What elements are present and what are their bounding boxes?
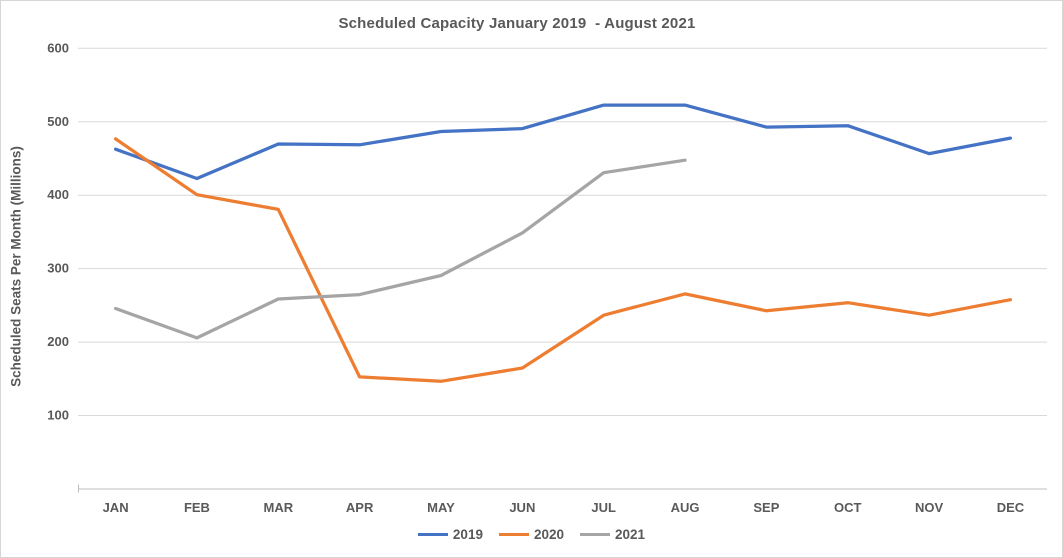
x-tick-label-may: MAY	[427, 500, 455, 515]
x-tick-label-jun: JUN	[509, 500, 535, 515]
y-tick-label-200: 200	[47, 334, 69, 349]
y-axis-title: Scheduled Seats Per Month (Millions)	[8, 146, 24, 387]
x-tick-label-aug: AUG	[671, 500, 700, 515]
x-tick-label-jan: JAN	[103, 500, 129, 515]
x-tick-label-sep: SEP	[753, 500, 779, 515]
legend-swatch-2019	[417, 533, 448, 536]
y-tick-label-400: 400	[47, 187, 69, 202]
x-tick-label-dec: DEC	[997, 500, 1025, 515]
x-tick-label-mar: MAR	[263, 500, 293, 515]
legend-swatch-2021	[580, 533, 611, 536]
chart-title: Scheduled Capacity January 2019 - August…	[338, 15, 696, 32]
legend: 2019 2020 2021	[1, 527, 1062, 542]
legend-swatch-2020	[498, 533, 529, 536]
legend-label-2019: 2019	[452, 527, 483, 542]
legend-item-2021: 2021	[580, 527, 645, 542]
series-line-2021	[113, 158, 687, 340]
legend-item-2020: 2020	[498, 527, 565, 542]
y-tick-label-100: 100	[47, 408, 69, 423]
x-tick-label-oct: OCT	[834, 500, 862, 515]
y-tick-label-600: 600	[47, 40, 69, 55]
x-tick-label-nov: NOV	[915, 500, 944, 515]
x-tick-label-jul: JUL	[591, 500, 616, 515]
legend-item-2019: 2019	[417, 527, 483, 542]
series-line-2019	[113, 103, 1013, 181]
series-line-2020	[113, 137, 1013, 383]
x-tick-label-apr: APR	[346, 500, 374, 515]
legend-label-2021: 2021	[615, 527, 646, 542]
y-tick-label-300: 300	[47, 261, 69, 276]
x-tick-label-feb: FEB	[184, 500, 210, 515]
y-tick-label-500: 500	[47, 114, 69, 129]
legend-label-2020: 2020	[533, 527, 565, 542]
